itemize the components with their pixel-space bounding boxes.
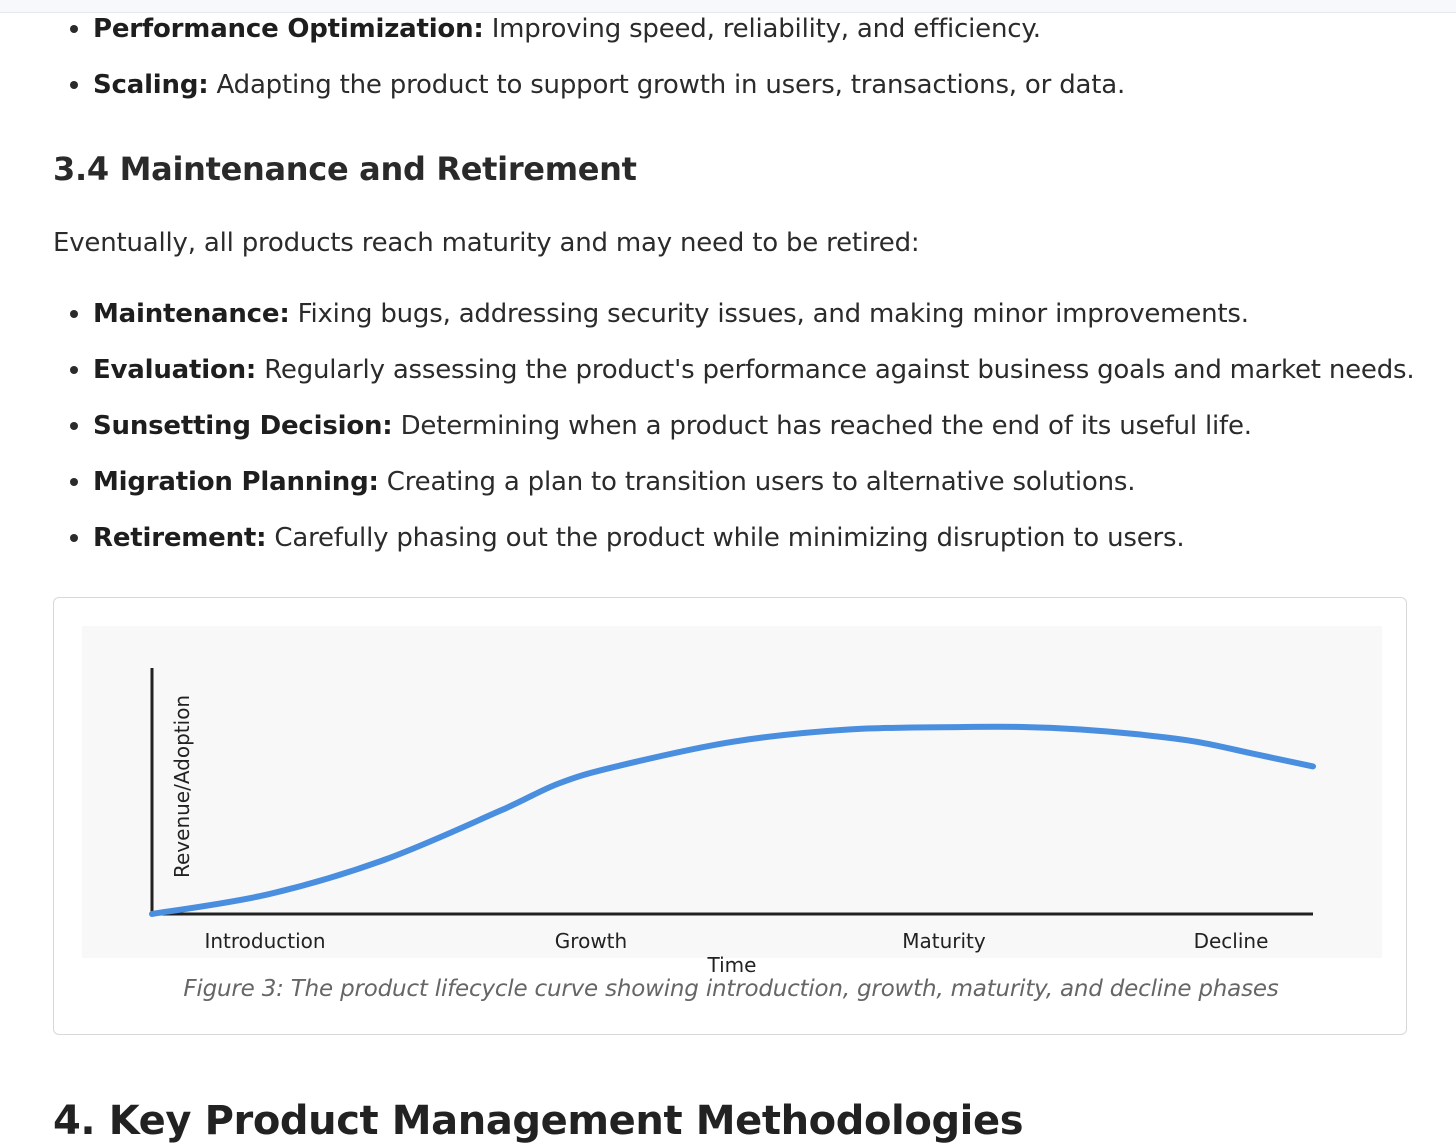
x-tick-label-introduction: Introduction (204, 929, 326, 953)
list-item: Scaling: Adapting the product to support… (68, 70, 1428, 126)
y-axis-label: Revenue/Adoption (170, 694, 194, 878)
maintenance-list: Maintenance: Fixing bugs, addressing sec… (68, 299, 1428, 579)
list-item-desc: Adapting the product to support growth i… (216, 70, 1126, 100)
list-item: Retirement: Carefully phasing out the pr… (68, 523, 1428, 579)
list-item-desc: Carefully phasing out the product while … (274, 523, 1185, 553)
list-item-term: Scaling: (93, 70, 209, 100)
list-item: Maintenance: Fixing bugs, addressing sec… (68, 299, 1428, 355)
optimization-list: Performance Optimization: Improving spee… (68, 14, 1428, 126)
x-axis-label: Time (707, 953, 757, 977)
list-item-term: Maintenance: (93, 299, 290, 329)
x-tick-label-maturity: Maturity (902, 929, 986, 953)
list-item-desc: Creating a plan to transition users to a… (386, 467, 1136, 497)
browser-top-strip (0, 0, 1456, 13)
list-item-desc: Improving speed, reliability, and effici… (491, 14, 1041, 44)
list-item: Sunsetting Decision: Determining when a … (68, 411, 1428, 467)
lifecycle-chart: Revenue/Adoption Introduction Growth Mat… (82, 626, 1382, 977)
figure-caption: Figure 3: The product lifecycle curve sh… (183, 976, 1279, 1002)
list-item-desc: Fixing bugs, addressing security issues,… (297, 299, 1249, 329)
list-item: Evaluation: Regularly assessing the prod… (68, 355, 1428, 411)
list-item-desc: Determining when a product has reached t… (400, 411, 1252, 441)
list-item: Migration Planning: Creating a plan to t… (68, 467, 1428, 523)
chart-svg (149, 668, 1316, 917)
section-intro: Eventually, all products reach maturity … (53, 228, 920, 258)
list-item-term: Performance Optimization: (93, 14, 484, 44)
x-tick-label-decline: Decline (1193, 929, 1269, 953)
lifecycle-curve (149, 723, 1316, 917)
section-heading-3-4: 3.4 Maintenance and Retirement (53, 150, 637, 188)
list-item-term: Sunsetting Decision: (93, 411, 393, 441)
list-item-term: Evaluation: (93, 355, 257, 385)
list-item-desc: Regularly assessing the product's perfor… (264, 355, 1415, 385)
list-item: Performance Optimization: Improving spee… (68, 14, 1428, 70)
list-item-term: Retirement: (93, 523, 267, 553)
list-item-term: Migration Planning: (93, 467, 379, 497)
x-tick-label-growth: Growth (554, 929, 628, 953)
figure-container: Revenue/Adoption Introduction Growth Mat… (53, 597, 1407, 1035)
section-heading-4: 4. Key Product Management Methodologies (53, 1098, 1024, 1144)
